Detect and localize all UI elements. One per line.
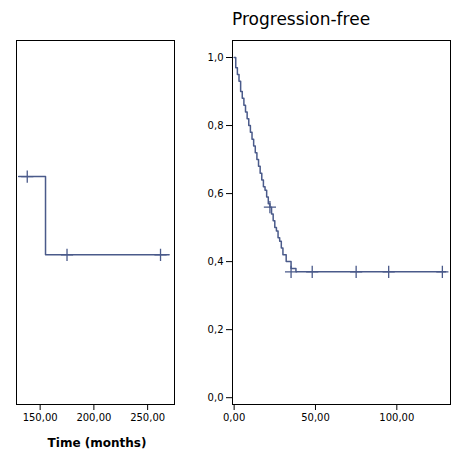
svg-text:0,00: 0,00	[223, 412, 245, 423]
svg-text:0,4: 0,4	[208, 256, 224, 267]
svg-text:50,00: 50,00	[301, 412, 330, 423]
svg-text:200,00: 200,00	[76, 412, 111, 423]
svg-text:150,00: 150,00	[23, 412, 58, 423]
svg-text:0,0: 0,0	[208, 392, 224, 403]
svg-text:0,8: 0,8	[208, 120, 224, 131]
svg-text:250,00: 250,00	[130, 412, 165, 423]
svg-text:0,2: 0,2	[208, 324, 224, 335]
html-text:Progression-free: Progression-free	[232, 9, 371, 29]
svg-text:100,00: 100,00	[379, 412, 414, 423]
html-text:Time (months): Time (months)	[47, 436, 147, 450]
svg-text:0,6: 0,6	[208, 188, 224, 199]
svg-text:1,0: 1,0	[208, 52, 224, 63]
